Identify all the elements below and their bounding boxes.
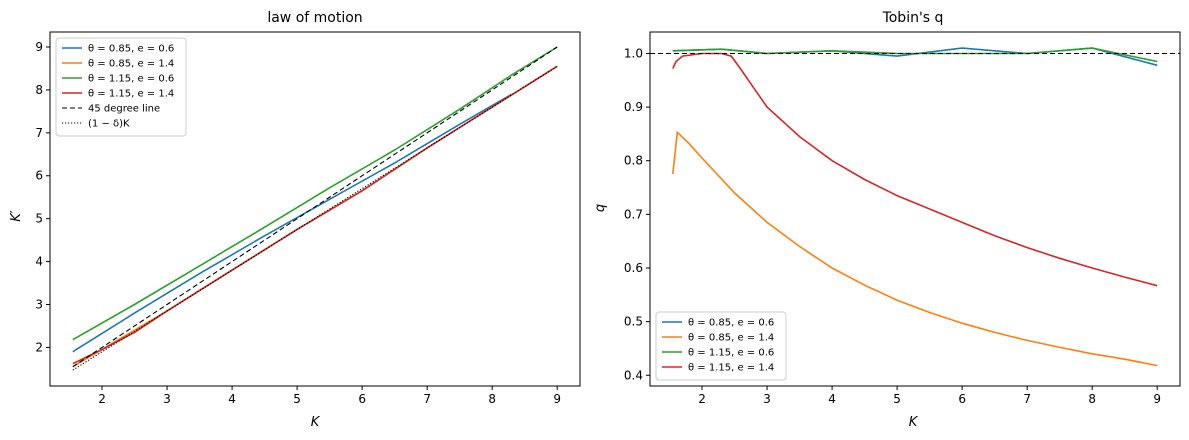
y-tick-label-left: 9 [35, 40, 43, 54]
legend-box-right [655, 311, 787, 381]
chart-right: Tobin's q K q 2 3 4 5 6 7 8 9 0.4 0.5 0.6 0.7 0.8 0.9… [593, 10, 1181, 430]
x-tick-label-left: 6 [358, 392, 366, 406]
series-line-right-2 [672, 47, 1158, 63]
y-tick-label-left: 7 [35, 126, 43, 140]
y-tick-label-left: 2 [35, 340, 43, 354]
legend-label-left-0: θ = 0.85, e = 0.6 [88, 44, 174, 55]
series-line-left-5 [72, 65, 558, 371]
x-tick-label-left: 4 [228, 392, 236, 406]
x-tick-label-right: 8 [1088, 392, 1096, 406]
x-axis-label-left: K [311, 415, 321, 430]
chart-title-left: law of motion [267, 10, 362, 26]
series-line-left-2 [72, 46, 558, 341]
x-tick-label-left: 7 [423, 392, 431, 406]
legend-label-right-0: θ = 0.85, e = 0.6 [688, 318, 774, 329]
legend-label-left-3: θ = 1.15, e = 1.4 [88, 89, 174, 100]
x-tick-label-left: 3 [163, 392, 171, 406]
y-tick-label-right: 0.9 [624, 100, 643, 114]
x-tick-label-right: 9 [1153, 392, 1161, 406]
series-line-left-4 [72, 46, 558, 368]
plot-area-left: 2 3 4 5 6 7 8 9 2 3 4 5 6 7 8 9 θ = 0.85, e = 0.6 θ = 0.8… [35, 31, 581, 406]
axes-frame-right [649, 31, 1181, 387]
x-tick-label-right: 3 [763, 392, 771, 406]
legend-label-left-1: θ = 0.85, e = 1.4 [88, 59, 174, 70]
x-tick-label-right: 4 [828, 392, 836, 406]
y-tick-label-right: 0.4 [624, 368, 643, 382]
legend-box-left [55, 37, 187, 137]
y-tick-label-left: 6 [35, 169, 43, 183]
series-line-left-0 [72, 93, 513, 353]
y-tick-label-left: 4 [35, 255, 43, 269]
y-axis-label-right: q [593, 204, 608, 212]
y-tick-label-right: 0.7 [624, 207, 643, 221]
x-tick-label-left: 2 [98, 392, 106, 406]
plot-area-right: 2 3 4 5 6 7 8 9 0.4 0.5 0.6 0.7 0.8 0.9 1.0 θ = 0.85, e… [624, 31, 1181, 406]
y-tick-label-right: 1.0 [624, 46, 643, 60]
axes-frame-left [49, 31, 581, 387]
legend-label-right-1: θ = 0.85, e = 1.4 [688, 333, 774, 344]
x-axis-label-right: K [909, 415, 919, 430]
series-line-right-3 [672, 52, 1158, 287]
y-tick-label-left: 3 [35, 297, 43, 311]
x-tick-label-left: 5 [293, 392, 301, 406]
y-tick-label-right: 0.6 [624, 261, 643, 275]
x-tick-label-right: 6 [958, 392, 966, 406]
y-tick-label-left: 5 [35, 212, 43, 226]
legend-label-right-2: θ = 1.15, e = 0.6 [688, 348, 774, 359]
legend-label-left-5: (1 − δ)K [88, 119, 130, 130]
x-tick-label-right: 7 [1023, 392, 1031, 406]
x-tick-label-right: 2 [698, 392, 706, 406]
legend-label-right-3: θ = 1.15, e = 1.4 [688, 363, 774, 374]
series-line-right-1 [672, 130, 1158, 367]
y-axis-label-left: K′ [9, 210, 24, 222]
x-tick-label-left: 8 [488, 392, 496, 406]
legend-label-left-2: θ = 1.15, e = 0.6 [88, 74, 174, 85]
y-tick-label-right: 0.8 [624, 154, 643, 168]
chart-title-right: Tobin's q [882, 10, 944, 26]
x-tick-label-left: 9 [553, 392, 561, 406]
x-tick-label-right: 5 [893, 392, 901, 406]
legend-label-left-4: 45 degree line [88, 104, 160, 115]
y-tick-label-right: 0.5 [624, 315, 643, 329]
chart-left: law of motion K K′ 2 3 4 5 6 7 8 9 2 3 4 5 6 7 8 9 θ = 0… [9, 10, 581, 430]
y-tick-label-left: 8 [35, 83, 43, 97]
